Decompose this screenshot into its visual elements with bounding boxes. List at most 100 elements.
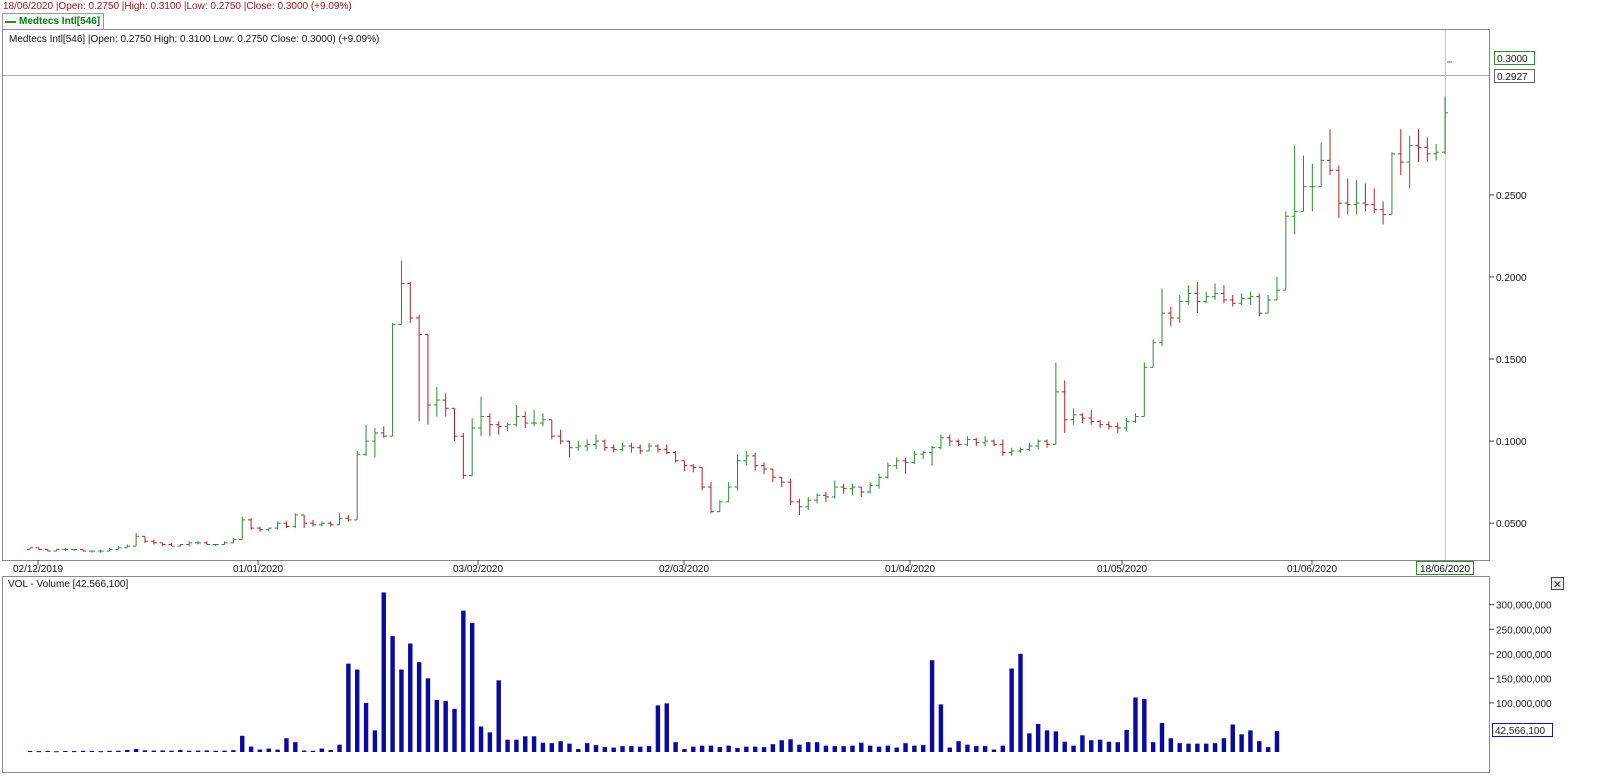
price-ytick-label: 0.1500 bbox=[1496, 355, 1527, 366]
volume-bar bbox=[1231, 725, 1235, 752]
volume-bar bbox=[965, 745, 969, 752]
volume-bar bbox=[63, 751, 67, 752]
volume-bar bbox=[877, 747, 881, 752]
volume-bar bbox=[99, 751, 103, 752]
x-tick-label: 18/06/2020 bbox=[1420, 564, 1470, 575]
volume-bar bbox=[1239, 734, 1243, 752]
volume-bar bbox=[1018, 654, 1022, 752]
volume-bar bbox=[81, 751, 85, 752]
close-icon: × bbox=[1553, 578, 1562, 591]
volume-ytick-label: 250,000,000 bbox=[1496, 625, 1552, 636]
volume-bar bbox=[143, 750, 147, 752]
volume-bar bbox=[169, 751, 173, 752]
volume-bar bbox=[939, 704, 943, 752]
volume-bar bbox=[1142, 699, 1146, 752]
volume-bar bbox=[691, 747, 695, 752]
volume-bar bbox=[709, 746, 713, 752]
volume-bar bbox=[497, 680, 501, 752]
volume-bar bbox=[311, 751, 315, 752]
volume-bar bbox=[585, 743, 589, 752]
price-ytick-label: 0.2000 bbox=[1496, 273, 1527, 284]
volume-bar bbox=[629, 746, 633, 752]
volume-bar bbox=[744, 747, 748, 752]
volume-bar bbox=[921, 745, 925, 752]
volume-bar bbox=[1257, 741, 1261, 752]
volume-bar bbox=[1186, 744, 1190, 752]
volume-bar bbox=[567, 744, 571, 752]
volume-bar bbox=[1089, 740, 1093, 752]
volume-panel[interactable] bbox=[3, 577, 1490, 773]
volume-bar bbox=[753, 747, 757, 752]
volume-bar bbox=[523, 736, 527, 752]
volume-bar bbox=[1001, 746, 1005, 752]
volume-bar bbox=[461, 611, 465, 752]
volume-close-button[interactable]: × bbox=[1552, 578, 1564, 591]
volume-bar bbox=[346, 664, 350, 752]
volume-bar bbox=[603, 747, 607, 752]
volume-bar bbox=[320, 749, 324, 752]
volume-ytick-label: 300,000,000 bbox=[1496, 601, 1552, 612]
volume-bar bbox=[452, 709, 456, 752]
volume-bar bbox=[815, 742, 819, 752]
volume-bar bbox=[576, 749, 580, 752]
volume-bar bbox=[116, 751, 120, 752]
volume-bar bbox=[594, 745, 598, 752]
volume-bar bbox=[850, 746, 854, 752]
volume-bar bbox=[824, 746, 828, 752]
x-tick-label: 02/03/2020 bbox=[659, 564, 709, 575]
volume-bar bbox=[373, 730, 377, 752]
volume-bar bbox=[1204, 744, 1208, 752]
volume-bar bbox=[886, 746, 890, 752]
volume-bar bbox=[479, 726, 483, 752]
volume-bar bbox=[550, 743, 554, 752]
volume-y-axis: 100,000,000150,000,000200,000,000250,000… bbox=[1489, 601, 1553, 737]
volume-bar bbox=[134, 749, 138, 752]
x-tick-label: 02/12/2019 bbox=[13, 564, 63, 575]
price-ytick-label: 0.1000 bbox=[1496, 437, 1527, 448]
volume-bar bbox=[214, 751, 218, 752]
volume-bar bbox=[718, 747, 722, 752]
price-panel[interactable] bbox=[3, 30, 1490, 561]
volume-bar bbox=[72, 751, 76, 752]
volume-bar bbox=[1054, 731, 1058, 752]
volume-bar bbox=[948, 748, 952, 752]
volume-bar bbox=[107, 751, 111, 752]
volume-bar bbox=[125, 750, 129, 752]
volume-bar bbox=[780, 740, 784, 752]
volume-bar bbox=[1213, 743, 1217, 752]
volume-bar bbox=[1222, 738, 1226, 752]
volume-bar bbox=[771, 744, 775, 752]
volume-bar bbox=[762, 747, 766, 752]
volume-bar bbox=[160, 750, 164, 752]
volume-bar bbox=[638, 747, 642, 752]
volume-bar bbox=[541, 743, 545, 752]
volume-bar bbox=[912, 746, 916, 752]
volume-bar bbox=[726, 746, 730, 752]
volume-bar bbox=[806, 742, 810, 752]
volume-bar bbox=[1177, 743, 1181, 752]
volume-bar bbox=[532, 736, 536, 752]
volume-bar bbox=[833, 746, 837, 752]
volume-bar bbox=[673, 742, 677, 752]
volume-ytick-label: 150,000,000 bbox=[1496, 674, 1552, 685]
volume-bar bbox=[558, 741, 562, 752]
volume-bar bbox=[841, 746, 845, 752]
x-tick-label: 01/05/2020 bbox=[1097, 564, 1147, 575]
volume-bar bbox=[735, 748, 739, 752]
volume-bar bbox=[435, 700, 439, 752]
volume-bar bbox=[417, 662, 421, 752]
volume-bar bbox=[983, 746, 987, 752]
volume-bar bbox=[1160, 723, 1164, 752]
volume-bar bbox=[656, 705, 660, 752]
last-price-label: 0.3000 bbox=[1497, 54, 1528, 65]
volume-bar bbox=[337, 745, 341, 752]
volume-bar bbox=[1098, 740, 1102, 752]
volume-bar bbox=[222, 751, 226, 752]
volume-bar bbox=[28, 751, 32, 752]
volume-bar bbox=[868, 746, 872, 752]
volume-bar bbox=[992, 750, 996, 752]
volume-bar bbox=[275, 750, 279, 752]
volume-bar bbox=[302, 751, 306, 752]
volume-bar bbox=[894, 748, 898, 752]
